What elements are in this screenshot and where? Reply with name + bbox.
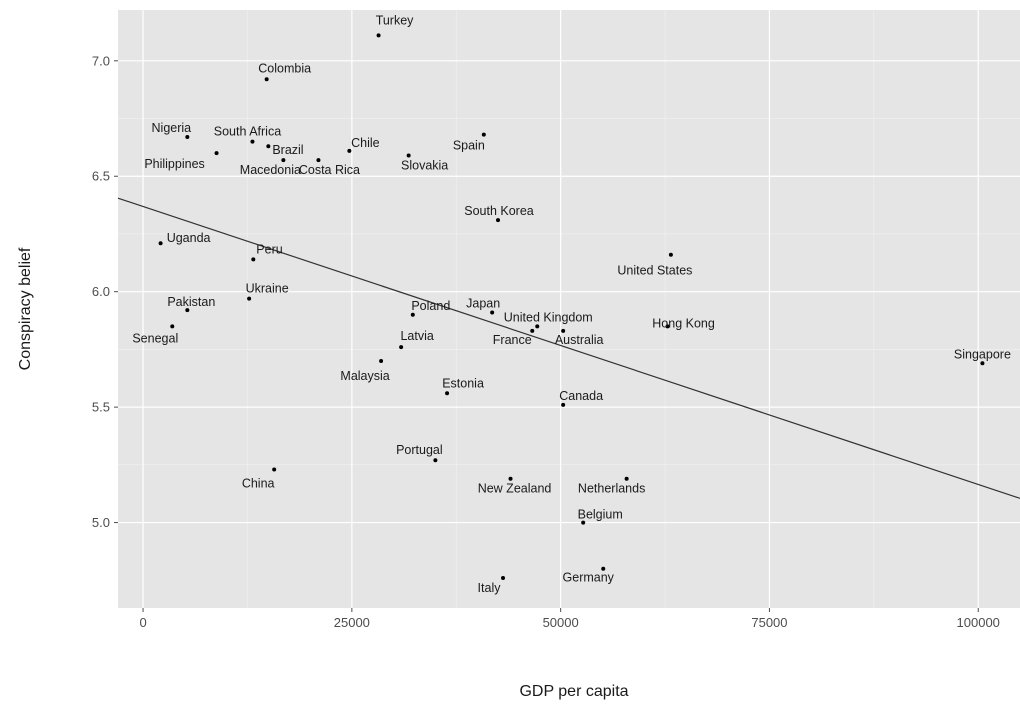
y-tick-label: 6.5 [92,169,110,184]
data-point [496,218,501,223]
point-label: Spain [453,139,485,153]
point-label: Latvia [400,329,433,343]
point-label: Hong Kong [652,316,715,330]
x-tick-label: 0 [139,615,146,630]
data-point [445,391,450,396]
plot-panel [118,10,1020,608]
x-axis-ticks: 0 25000 50000 75000 100000 [139,608,1000,630]
data-point [170,324,175,329]
point-label: Belgium [578,508,623,522]
point-label: Peru [256,242,282,256]
data-point [158,241,163,246]
data-point [581,520,586,525]
data-point [561,402,566,407]
point-label: United Kingdom [504,310,593,324]
point-label: Turkey [376,13,414,27]
point-labels: Turkey Colombia Nigeria South Africa Brazil C… [132,13,1011,595]
data-point [530,328,535,333]
y-axis-title: Conspiracy belief [17,247,34,370]
data-point [251,257,256,262]
data-point [433,458,438,463]
point-label: Macedonia [240,163,301,177]
data-point [399,345,404,350]
data-point [266,144,271,149]
y-tick-label: 5.5 [92,400,110,415]
point-label: Nigeria [152,121,192,135]
x-axis-title: GDP per capita [519,683,628,700]
data-point [980,361,985,366]
data-point [508,476,513,481]
point-label: Singapore [954,347,1011,361]
data-point [272,467,277,472]
point-label: Japan [466,296,500,310]
point-label: Brazil [272,143,303,157]
point-label: Netherlands [578,482,645,496]
data-point [185,134,190,139]
data-point [379,358,384,363]
point-label: Colombia [258,61,311,75]
point-label: Costa Rica [299,163,360,177]
x-tick-label: 100000 [957,615,1000,630]
y-tick-label: 7.0 [92,53,110,68]
point-label: Pakistan [167,295,215,309]
point-label: Poland [411,299,450,313]
point-label: United States [617,264,692,278]
point-label: Canada [559,389,603,403]
point-label: Malaysia [340,369,389,383]
data-point [501,575,506,580]
data-point [490,310,495,315]
trend-line [117,197,1020,499]
data-point [214,151,219,156]
data-point [376,33,381,38]
point-label: New Zealand [478,482,552,496]
point-label: Germany [563,571,615,585]
point-label: Philippines [144,157,204,171]
data-point [601,566,606,571]
point-label: Australia [555,333,604,347]
data-point [250,139,255,144]
point-label: South Africa [214,125,281,139]
data-point [410,312,415,317]
data-point [561,328,566,333]
data-point [264,77,269,82]
point-label: Senegal [132,331,178,345]
y-axis-ticks: 5.0 5.5 6.0 6.5 7.0 [92,53,118,530]
data-point [624,476,629,481]
point-label: Italy [478,581,502,595]
grid-minor [118,10,1020,608]
x-tick-label: 25000 [334,615,370,630]
point-label: South Korea [464,204,534,218]
point-label: China [242,476,275,490]
point-label: Portugal [396,443,443,457]
data-point [406,153,411,158]
data-point [281,158,286,163]
y-tick-label: 6.0 [92,284,110,299]
grid-major [118,10,1020,608]
data-point [247,296,252,301]
y-tick-label: 5.0 [92,515,110,530]
x-tick-label: 75000 [751,615,787,630]
data-point [185,308,190,313]
point-label: Estonia [442,376,484,390]
data-point [316,158,321,163]
point-label: Ukraine [246,282,289,296]
data-point [535,324,540,329]
data-point [665,324,670,329]
data-point [481,132,486,137]
data-point [668,252,673,257]
point-label: France [493,333,532,347]
point-label: Uganda [167,231,211,245]
x-tick-label: 50000 [543,615,579,630]
point-label: Slovakia [401,158,448,172]
data-point [347,148,352,153]
point-label: Chile [351,136,380,150]
data-points [158,33,985,580]
